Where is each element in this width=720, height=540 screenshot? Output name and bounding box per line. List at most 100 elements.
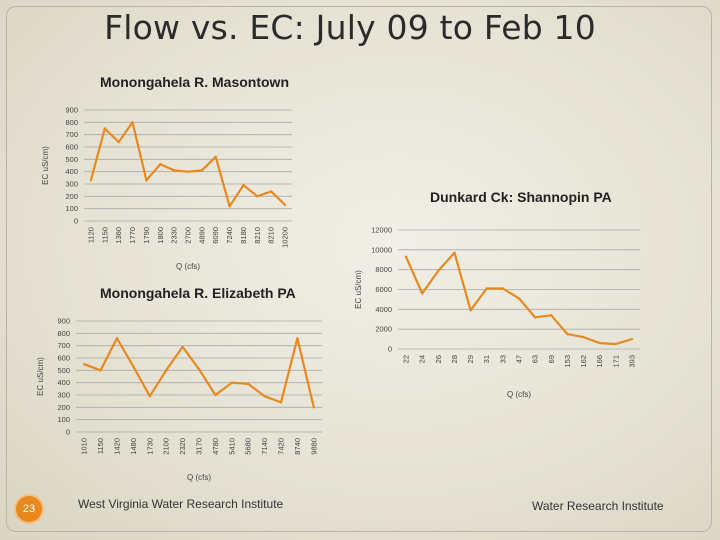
data-point xyxy=(181,345,184,349)
data-point xyxy=(89,179,93,182)
data-point xyxy=(115,337,119,340)
x-tick-label: 8210 xyxy=(267,227,276,244)
x-axis-label: Q (cfs) xyxy=(176,262,200,271)
series-line xyxy=(83,337,315,408)
y-tick-label: 300 xyxy=(57,391,70,400)
x-tick-label: 3170 xyxy=(195,438,204,455)
chart-title: Dunkard Ck: Shannopin PA xyxy=(430,189,612,205)
x-tick-label: 153 xyxy=(563,355,572,368)
y-axis-label: EC uS/cm) xyxy=(354,270,363,309)
x-tick-label: 28 xyxy=(450,355,459,363)
data-point xyxy=(172,169,176,172)
data-point xyxy=(630,337,634,341)
data-point xyxy=(550,314,553,317)
x-tick-label: 7420 xyxy=(277,438,286,455)
data-point xyxy=(485,287,488,290)
y-tick-label: 0 xyxy=(388,345,392,354)
data-point xyxy=(228,205,231,208)
data-point xyxy=(200,169,204,172)
data-point xyxy=(279,401,283,404)
y-tick-label: 6000 xyxy=(375,285,392,294)
y-tick-label: 4000 xyxy=(375,305,392,314)
slide-frame xyxy=(6,6,712,532)
y-tick-label: 8000 xyxy=(375,265,392,274)
x-tick-label: 5680 xyxy=(244,438,253,455)
data-point xyxy=(242,184,245,187)
y-tick-label: 600 xyxy=(65,143,78,152)
x-axis-label: Q (cfs) xyxy=(187,473,211,482)
data-point xyxy=(247,382,250,386)
data-point xyxy=(263,395,266,398)
y-tick-label: 12000 xyxy=(371,226,392,235)
data-point xyxy=(165,369,168,372)
data-point xyxy=(186,170,190,173)
data-point xyxy=(197,367,201,371)
x-tick-label: 2700 xyxy=(184,227,193,244)
x-tick-label: 1730 xyxy=(145,438,154,455)
y-tick-label: 900 xyxy=(57,317,70,326)
x-tick-label: 4890 xyxy=(197,227,206,244)
y-tick-label: 10000 xyxy=(371,245,392,254)
y-tick-label: 300 xyxy=(65,180,78,189)
data-point xyxy=(421,292,424,295)
x-tick-label: 63 xyxy=(531,355,540,363)
x-tick-label: 4780 xyxy=(211,438,220,455)
y-tick-label: 400 xyxy=(57,378,70,387)
x-tick-label: 1770 xyxy=(128,227,137,244)
y-tick-label: 0 xyxy=(74,217,78,226)
x-tick-label: 22 xyxy=(402,355,411,363)
x-tick-label: 10200 xyxy=(281,227,290,248)
x-tick-label: 1790 xyxy=(142,227,151,244)
y-tick-label: 100 xyxy=(57,415,70,424)
data-point xyxy=(598,341,601,345)
x-tick-label: 1480 xyxy=(129,438,138,455)
data-point xyxy=(453,251,456,255)
x-tick-label: 2100 xyxy=(162,438,171,455)
x-tick-label: 1120 xyxy=(86,227,95,243)
x-tick-label: 2320 xyxy=(178,438,187,455)
y-tick-label: 2000 xyxy=(375,325,392,334)
x-tick-label: 162 xyxy=(579,355,588,368)
y-tick-label: 0 xyxy=(66,428,70,437)
chart-dunkard: Dunkard Ck: Shannopin PA 0 2000 4000 6000 800… xyxy=(354,189,640,399)
x-tick-label: 8740 xyxy=(293,438,302,455)
x-tick-label: 5410 xyxy=(227,438,236,455)
data-point xyxy=(214,155,217,159)
x-tick-label: 1150 xyxy=(100,227,109,243)
data-point xyxy=(132,365,135,368)
x-tick-label: 47 xyxy=(515,355,524,363)
x-tick-label: 2330 xyxy=(170,227,179,244)
data-point xyxy=(469,309,472,312)
data-point xyxy=(230,381,233,384)
x-tick-label: 171 xyxy=(611,355,620,368)
x-tick-label: 1420 xyxy=(113,438,122,455)
data-point xyxy=(159,163,162,166)
chart-title: Monongahela R. Masontown xyxy=(100,74,289,90)
y-tick-label: 700 xyxy=(57,341,70,350)
x-tick-label: 1800 xyxy=(156,227,165,244)
data-point xyxy=(437,269,440,272)
x-tick-label: 33 xyxy=(498,355,507,363)
y-tick-label: 200 xyxy=(65,192,78,201)
data-point xyxy=(533,316,537,319)
footer-institute-left: West Virginia Water Research Institute xyxy=(78,497,284,511)
x-tick-label: 8210 xyxy=(253,227,262,244)
y-tick-label: 500 xyxy=(65,155,78,164)
x-tick-label: 26 xyxy=(434,355,443,363)
y-axis-label: EC uS/cm) xyxy=(36,357,45,396)
y-tick-label: 600 xyxy=(57,354,70,363)
x-tick-label: 7240 xyxy=(225,227,234,244)
data-point xyxy=(131,121,134,124)
y-tick-label: 800 xyxy=(57,329,70,338)
data-point xyxy=(99,369,102,372)
data-point xyxy=(582,335,585,339)
data-point xyxy=(312,406,315,409)
x-tick-label: 31 xyxy=(482,355,491,363)
x-tick-label: 29 xyxy=(466,355,475,363)
x-axis-label: Q (cfs) xyxy=(507,390,531,399)
x-tick-label: 1150 xyxy=(96,438,105,454)
data-point xyxy=(83,362,86,366)
data-point xyxy=(296,337,299,340)
chart-elizabeth: Monongahela R. Elizabeth PA 0 100 200 300 400… xyxy=(36,285,322,482)
y-tick-label: 900 xyxy=(65,106,78,115)
